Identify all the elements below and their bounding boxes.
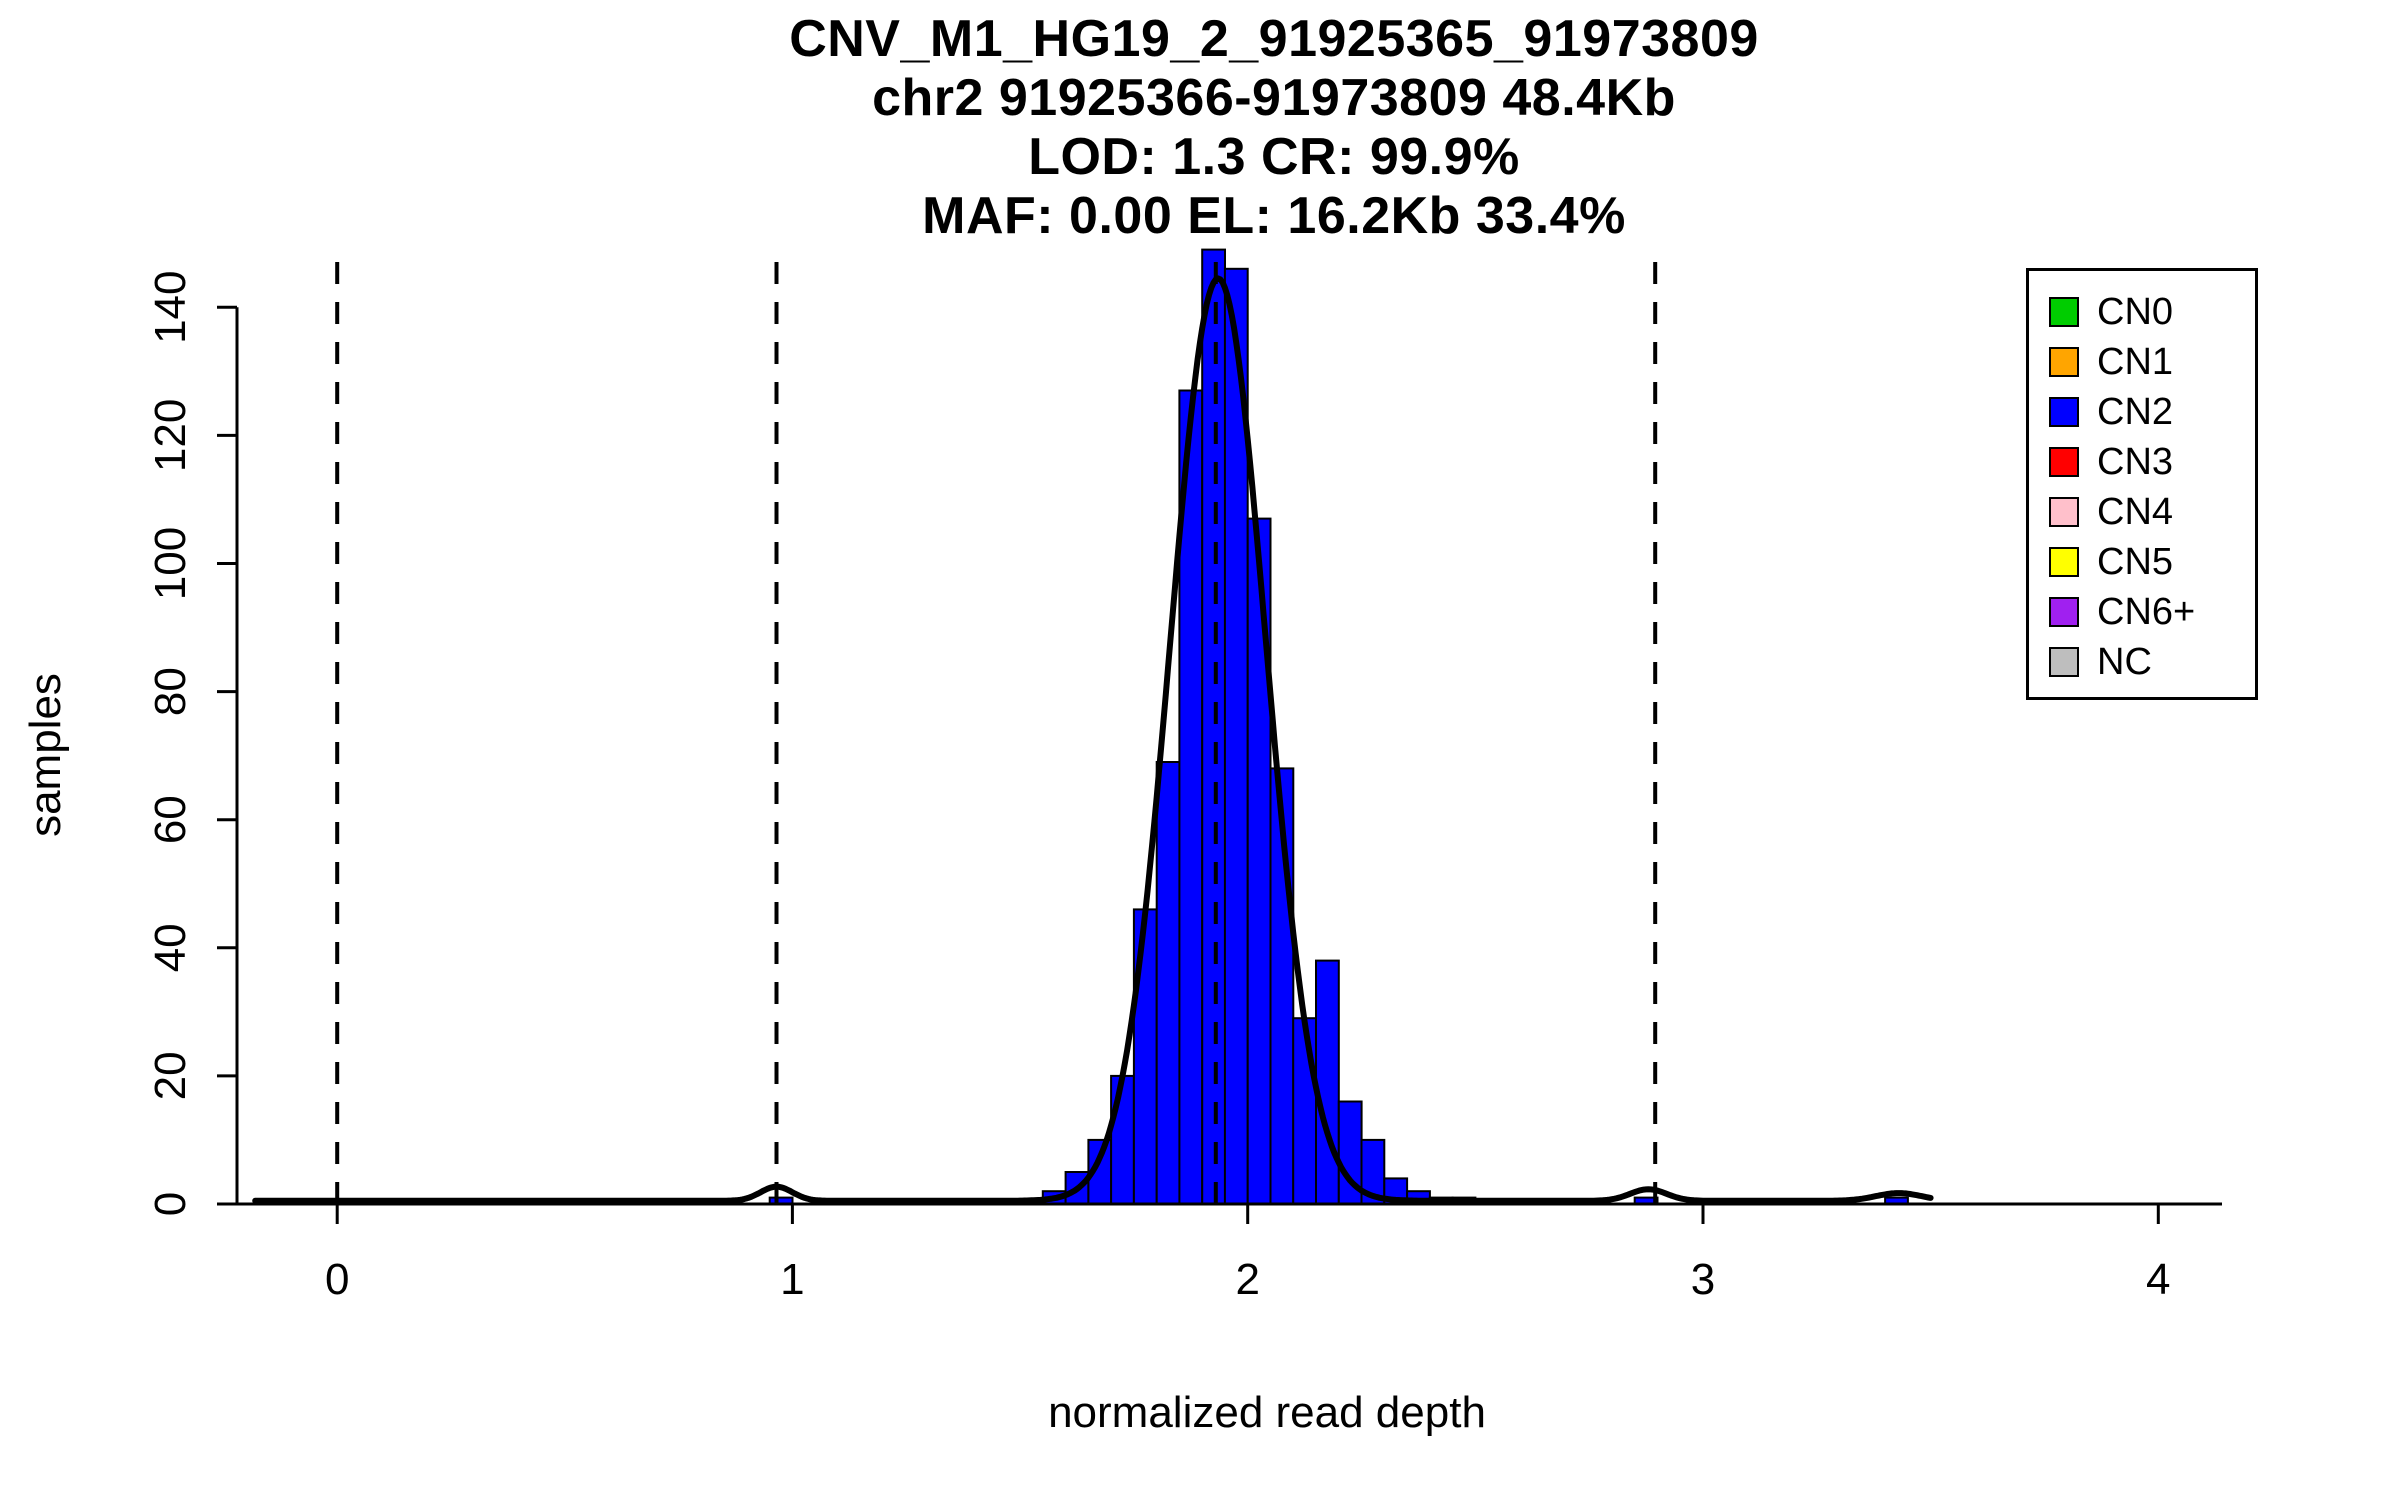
legend-item-cn6plus: CN6+ [2049,587,2255,637]
x-axis-label: normalized read depth [1048,1388,1486,1437]
legend-swatch-icon [2049,297,2079,327]
legend: CN0 CN1 CN2 CN3 CN4 CN5 CN6+ NC [2026,268,2258,700]
legend-item-cn1: CN1 [2049,337,2255,387]
histogram-bar [1110,1074,1135,1206]
histogram-bar [1292,1017,1317,1206]
density-curve [252,275,1934,1204]
x-tick-label: 1 [780,1255,804,1304]
y-tick-label: 20 [146,1051,195,1100]
title-line-4: MAF: 0.00 EL: 16.2Kb 33.4% [922,187,1626,245]
y-tick-label: 40 [146,923,195,972]
legend-swatch-icon [2049,547,2079,577]
legend-item-cn0: CN0 [2049,287,2255,337]
title-line-1: CNV_M1_HG19_2_91925365_91973809 [789,10,1759,68]
x-tick-label: 3 [1691,1255,1715,1304]
y-tick-label: 80 [146,667,195,716]
title-line-3: LOD: 1.3 CR: 99.9% [1028,128,1520,186]
legend-item-cn2: CN2 [2049,387,2255,437]
histogram-bar [1132,908,1158,1206]
y-tick-label: 140 [146,270,195,343]
legend-swatch-icon [2049,597,2079,627]
legend-label: CN0 [2097,290,2174,333]
x-tick-label: 2 [1235,1255,1259,1304]
legend-label: CN2 [2097,390,2174,433]
x-tick-label: 0 [325,1255,349,1304]
legend-label: CN6+ [2097,590,2196,633]
legend-swatch-icon [2049,347,2079,377]
y-tick-label: 120 [146,399,195,472]
y-tick-label: 0 [146,1192,195,1216]
legend-label: CN3 [2097,440,2174,483]
y-tick-label: 100 [146,527,195,600]
legend-swatch-icon [2049,397,2079,427]
legend-item-cn4: CN4 [2049,487,2255,537]
legend-label: NC [2097,640,2152,683]
legend-swatch-icon [2049,447,2079,477]
legend-item-cn5: CN5 [2049,537,2255,587]
y-axis-label: samples [21,673,70,837]
legend-swatch-icon [2049,497,2079,527]
histogram-bar [1155,761,1181,1205]
legend-item-nc: NC [2049,637,2255,687]
legend-label: CN4 [2097,490,2174,533]
histogram-bar [1315,959,1340,1205]
legend-label: CN5 [2097,540,2174,583]
title-line-2: chr2 91925366-91973809 48.4Kb [872,69,1676,127]
legend-label: CN1 [2097,340,2174,383]
histogram-bar [1201,248,1226,1206]
legend-swatch-icon [2049,647,2079,677]
chart-title: CNV_M1_HG19_2_91925365_91973809 chr2 919… [148,10,2400,246]
x-tick-label: 4 [2146,1255,2170,1304]
y-tick-label: 60 [146,795,195,844]
legend-item-cn3: CN3 [2049,437,2255,487]
